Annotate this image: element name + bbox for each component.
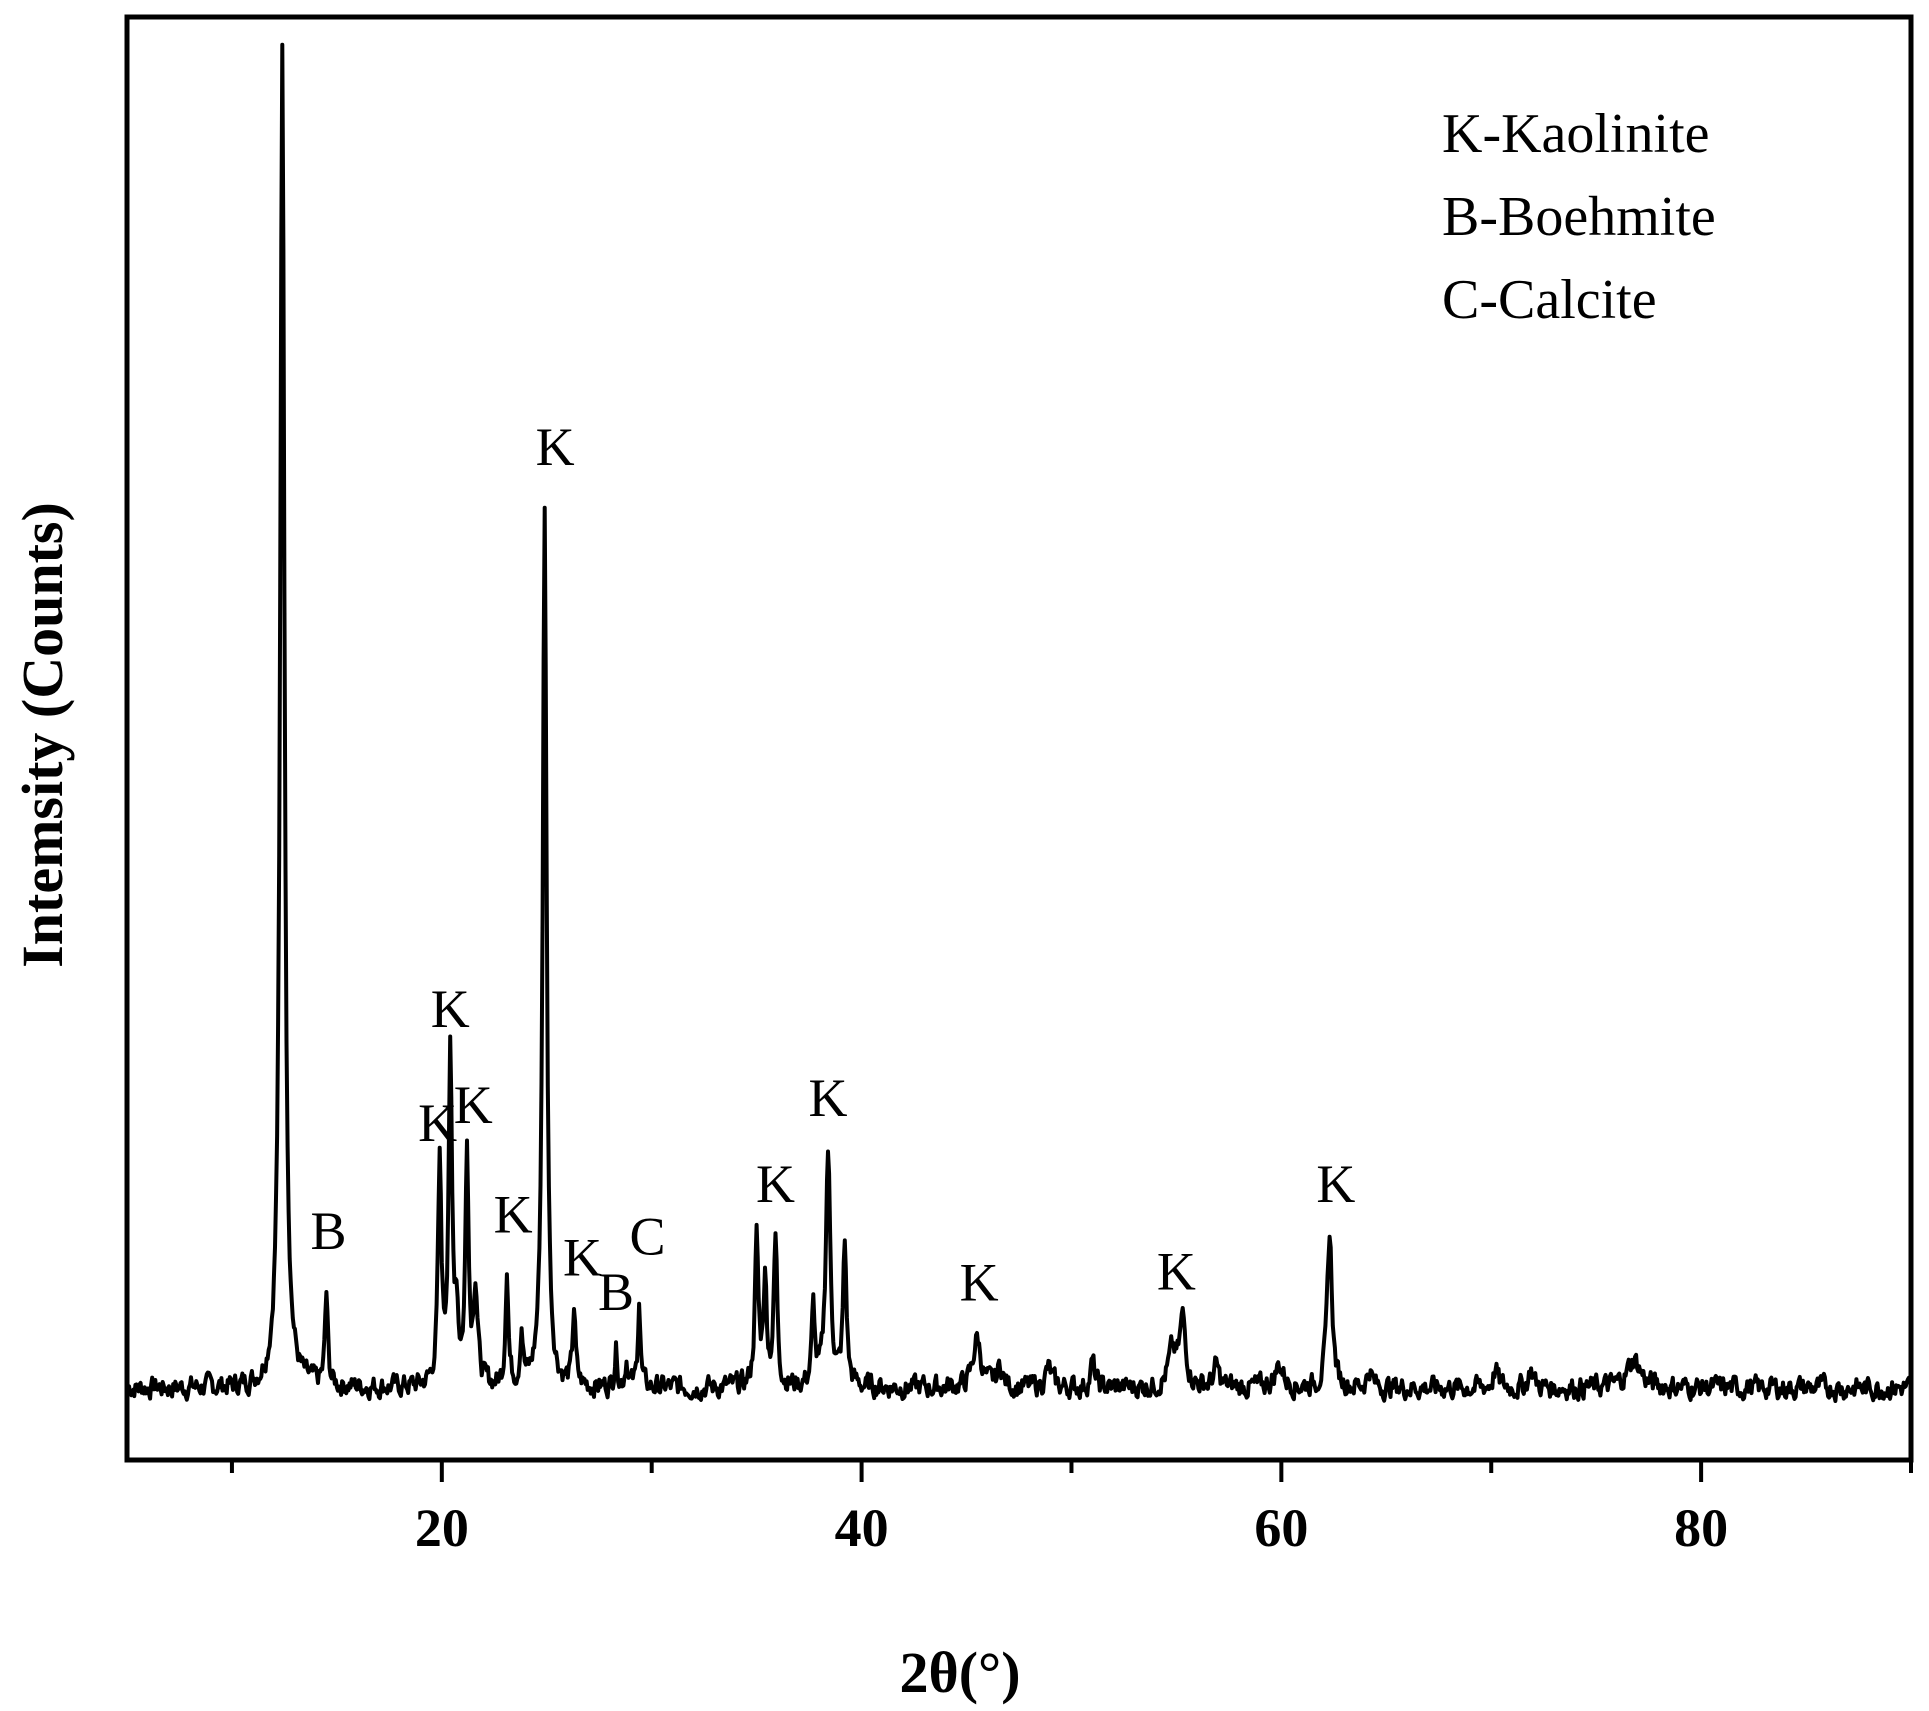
peak-label-10: K [756,1154,795,1214]
x-axis-title: 2θ(°) [899,1640,1020,1705]
legend-entry-boehmite: B-Boehmite [1442,186,1716,248]
plot-layer: 20406080KBKKKKKKBCKKKKK [126,42,1913,1558]
y-axis-title: Intemsity (Counts) [10,502,75,968]
peak-label-5: K [494,1184,533,1244]
x-tick-label-40: 40 [835,1498,889,1558]
x-tick-label-60: 60 [1254,1498,1308,1558]
x-tick-label-80: 80 [1674,1498,1728,1558]
peak-label-8: B [598,1262,634,1322]
peak-label-12: K [960,1252,999,1312]
peak-label-11: K [809,1068,848,1128]
xrd-series-line [126,42,1911,1403]
peak-label-9: C [629,1207,665,1267]
legend-entry-calcite: C-Calcite [1442,269,1657,331]
peak-label-4: K [454,1075,493,1135]
peak-label-7: K [563,1227,602,1287]
peak-label-3: K [431,979,470,1039]
peak-label-1: B [310,1201,346,1261]
plot-frame [124,14,1914,1463]
peak-label-13: K [1157,1241,1196,1301]
legend: K-Kaolinite B-Boehmite C-Calcite [1442,103,1716,331]
x-tick-label-20: 20 [415,1498,469,1558]
legend-entry-kaolinite: K-Kaolinite [1442,103,1709,165]
peak-label-6: K [536,417,575,477]
peak-label-14: K [1316,1154,1355,1214]
peak-label-2: K [418,1093,457,1153]
